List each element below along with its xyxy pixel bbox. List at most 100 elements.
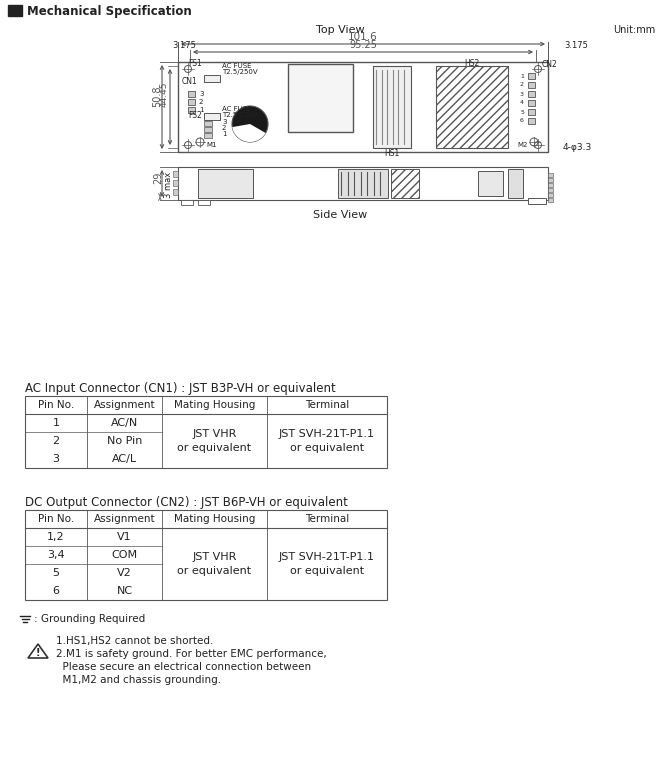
Bar <box>198 169 253 198</box>
Text: 2: 2 <box>222 125 226 131</box>
Text: JST VHR
or equivalent: JST VHR or equivalent <box>178 552 251 576</box>
Text: 2: 2 <box>199 99 204 105</box>
Bar <box>436 66 508 148</box>
Text: CN1: CN1 <box>182 77 198 86</box>
Bar <box>178 62 548 152</box>
Text: AC FUSE: AC FUSE <box>222 63 251 69</box>
Text: HS1: HS1 <box>385 149 399 158</box>
Text: 2: 2 <box>520 83 524 87</box>
Text: M2: M2 <box>518 142 528 148</box>
Bar <box>204 121 212 126</box>
Bar <box>548 173 553 177</box>
Text: No Pin: No Pin <box>107 436 142 446</box>
Bar <box>373 66 411 148</box>
Bar <box>508 169 523 198</box>
Text: AC/L: AC/L <box>112 454 137 464</box>
Text: 3: 3 <box>222 119 226 125</box>
Text: Assignment: Assignment <box>94 400 155 410</box>
Wedge shape <box>232 124 265 142</box>
Text: JST SVH-21T-P1.1
or equivalent: JST SVH-21T-P1.1 or equivalent <box>279 429 375 453</box>
Text: 44.45: 44.45 <box>159 82 168 107</box>
Bar <box>528 198 546 204</box>
Text: V2: V2 <box>117 568 132 578</box>
Text: AC FUSE: AC FUSE <box>222 106 251 112</box>
Text: 6: 6 <box>520 118 524 124</box>
Text: 1.HS1,HS2 cannot be shorted.: 1.HS1,HS2 cannot be shorted. <box>56 636 213 646</box>
Text: T2.5/250V: T2.5/250V <box>222 69 258 75</box>
Text: JST VHR
or equivalent: JST VHR or equivalent <box>178 429 251 453</box>
Bar <box>173 180 178 186</box>
Text: 1: 1 <box>199 107 204 113</box>
Text: M1,M2 and chassis grounding.: M1,M2 and chassis grounding. <box>56 675 221 685</box>
Text: 2.M1 is safety ground. For better EMC performance,: 2.M1 is safety ground. For better EMC pe… <box>56 649 327 659</box>
Text: DC Output Connector (CN2) : JST B6P-VH or equivalent: DC Output Connector (CN2) : JST B6P-VH o… <box>25 496 348 509</box>
Bar <box>173 189 178 195</box>
Circle shape <box>232 106 268 142</box>
Bar <box>528 73 535 79</box>
Bar <box>528 100 535 106</box>
Text: 6: 6 <box>52 586 60 596</box>
Text: 3.175: 3.175 <box>564 41 588 50</box>
Text: 95.25: 95.25 <box>349 40 377 50</box>
Text: Assignment: Assignment <box>94 514 155 524</box>
Bar <box>288 64 353 132</box>
Text: 3: 3 <box>199 91 204 97</box>
Bar <box>548 193 553 197</box>
Text: FS1: FS1 <box>188 59 202 68</box>
Text: 3: 3 <box>520 92 524 96</box>
Text: M1: M1 <box>206 142 216 148</box>
Text: Top View: Top View <box>316 25 364 35</box>
Text: Pin No.: Pin No. <box>38 514 74 524</box>
Bar <box>188 91 195 97</box>
Text: AC/N: AC/N <box>111 418 138 428</box>
Bar <box>204 127 212 132</box>
Bar <box>188 107 195 113</box>
Bar <box>173 171 178 177</box>
Text: Mating Housing: Mating Housing <box>174 400 255 410</box>
Text: T2.5/250V: T2.5/250V <box>222 112 258 118</box>
Bar <box>178 167 548 200</box>
Text: Please secure an electrical connection between: Please secure an electrical connection b… <box>56 662 311 672</box>
Bar <box>198 200 210 205</box>
Text: NC: NC <box>117 586 133 596</box>
Text: AC Input Connector (CN1) : JST B3P-VH or equivalent: AC Input Connector (CN1) : JST B3P-VH or… <box>25 382 336 395</box>
Text: 1: 1 <box>52 418 60 428</box>
Text: FS2: FS2 <box>188 110 202 120</box>
Bar <box>478 171 503 196</box>
Bar <box>548 178 553 182</box>
Bar <box>528 109 535 115</box>
Text: 101.6: 101.6 <box>348 32 378 42</box>
Text: 3.175: 3.175 <box>172 41 196 50</box>
Bar <box>204 75 220 82</box>
Text: 1: 1 <box>520 73 524 79</box>
Text: JST SVH-21T-P1.1
or equivalent: JST SVH-21T-P1.1 or equivalent <box>279 552 375 576</box>
Bar <box>8 5 22 16</box>
Text: 5: 5 <box>520 110 524 114</box>
Text: : Grounding Required: : Grounding Required <box>34 614 145 624</box>
Text: Mating Housing: Mating Housing <box>174 514 255 524</box>
Bar <box>548 188 553 192</box>
Text: 4-φ3.3: 4-φ3.3 <box>563 143 592 151</box>
Text: Pin No.: Pin No. <box>38 400 74 410</box>
Text: CN2: CN2 <box>542 60 557 69</box>
Text: Side View: Side View <box>313 210 367 220</box>
Text: Mechanical Specification: Mechanical Specification <box>27 5 192 18</box>
Bar <box>204 133 212 138</box>
Text: Terminal: Terminal <box>305 400 349 410</box>
Bar <box>25 396 387 468</box>
Bar <box>548 198 553 202</box>
Text: 4: 4 <box>520 100 524 106</box>
Text: 1,2: 1,2 <box>47 532 65 542</box>
Bar <box>391 169 419 198</box>
Bar <box>528 118 535 124</box>
Text: 2: 2 <box>52 436 60 446</box>
Text: !: ! <box>36 648 40 658</box>
Bar <box>338 169 388 198</box>
Bar <box>548 183 553 187</box>
Text: COM: COM <box>111 550 137 560</box>
Bar <box>181 200 193 205</box>
Text: 3: 3 <box>52 454 60 464</box>
Bar <box>204 113 220 120</box>
Bar <box>528 82 535 88</box>
Text: 50.8: 50.8 <box>152 86 162 107</box>
